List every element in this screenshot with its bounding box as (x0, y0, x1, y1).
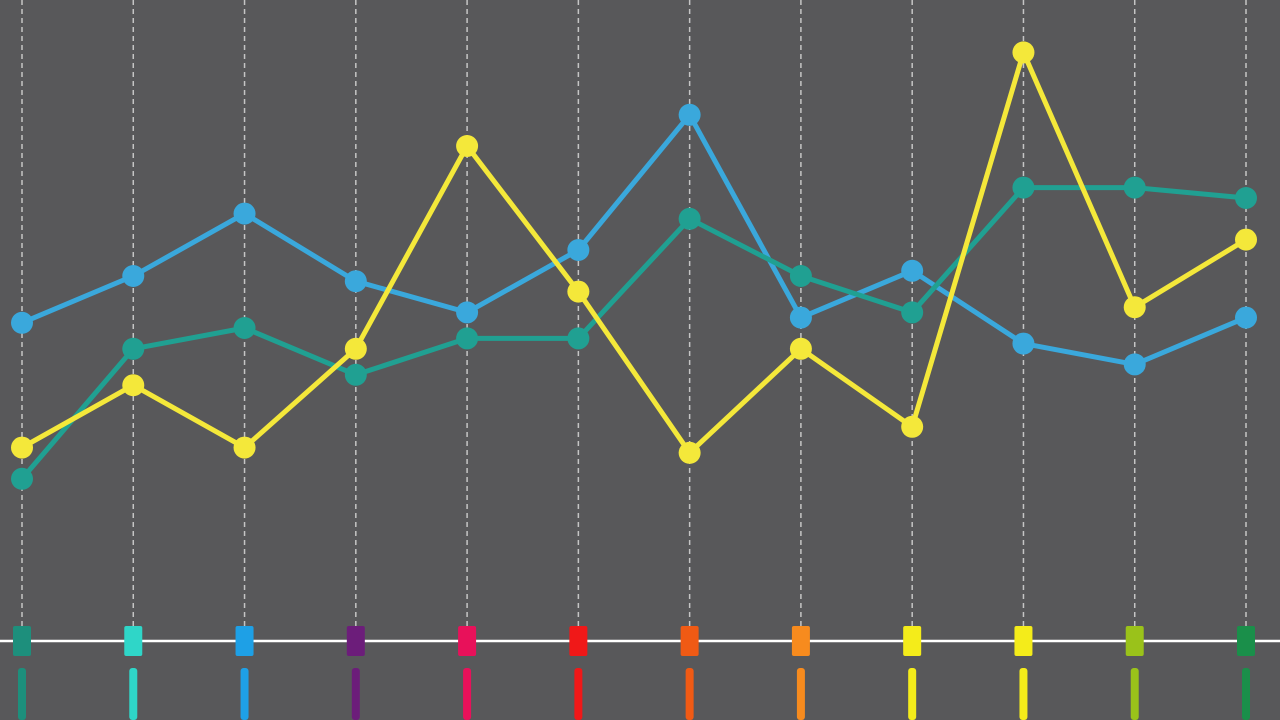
series-3-point-7 (678, 441, 701, 464)
category-tick-3 (240, 668, 249, 720)
category-tick-9 (908, 668, 917, 720)
category-marker-10 (1014, 626, 1033, 656)
series-1-point-11 (1123, 353, 1146, 376)
series-2-point-3 (233, 317, 256, 339)
category-markers (13, 626, 1255, 720)
category-marker-11 (1125, 626, 1144, 656)
category-marker-1 (13, 626, 31, 656)
series-1-point-6 (567, 239, 590, 261)
category-marker-9 (903, 626, 922, 656)
series-3-point-3 (233, 436, 256, 459)
category-tick-8 (796, 668, 805, 720)
category-tick-4 (351, 668, 360, 720)
category-tick-6 (574, 668, 583, 720)
series-2-point-1 (11, 467, 33, 490)
category-tick-1 (18, 668, 26, 720)
series-1-point-10 (1012, 332, 1035, 355)
series-3-point-12 (1235, 228, 1257, 251)
series-1-point-2 (122, 265, 145, 287)
series-3-point-4 (344, 337, 367, 360)
category-marker-12 (1237, 626, 1255, 656)
category-tick-10 (1019, 668, 1028, 720)
category-marker-5 (458, 626, 477, 656)
series-1-point-9 (901, 259, 924, 282)
category-marker-6 (569, 626, 588, 656)
gridlines (21, 0, 1247, 627)
category-marker-3 (235, 626, 254, 656)
series-2 (11, 176, 1257, 490)
series-2-point-10 (1012, 176, 1035, 199)
series-2-point-9 (901, 301, 924, 324)
series-3-point-8 (789, 337, 812, 360)
series-3-point-11 (1123, 296, 1146, 319)
category-tick-12 (1242, 668, 1250, 720)
series-1-point-12 (1235, 306, 1257, 329)
series-3-point-2 (122, 374, 145, 397)
series-2-point-5 (456, 327, 479, 350)
series-2-point-7 (678, 207, 701, 230)
series-2-point-11 (1123, 176, 1146, 199)
series-1-point-1 (11, 311, 33, 334)
category-marker-7 (680, 626, 699, 656)
series-2-point-8 (789, 265, 812, 287)
series-3-point-9 (901, 415, 924, 438)
category-marker-2 (124, 626, 143, 656)
series-2-point-12 (1235, 187, 1257, 209)
category-tick-5 (463, 668, 472, 720)
series-3-line (19, 49, 1249, 456)
series-1-line (19, 112, 1249, 367)
series-2-point-4 (344, 363, 367, 386)
category-tick-2 (129, 668, 138, 720)
series-3-point-5 (456, 135, 479, 157)
series-layer (11, 41, 1257, 490)
series-1-point-4 (344, 270, 367, 293)
series-1 (11, 103, 1257, 376)
series-3-point-10 (1012, 41, 1035, 64)
series-1-point-5 (456, 301, 479, 324)
series-3-point-6 (567, 280, 590, 303)
category-tick-7 (685, 668, 694, 720)
series-1-point-8 (789, 306, 812, 329)
series-2-point-2 (122, 337, 145, 360)
series-1-point-3 (233, 202, 256, 225)
category-tick-11 (1130, 668, 1139, 720)
series-1-point-7 (678, 103, 701, 126)
series-2-point-6 (567, 327, 590, 350)
category-marker-8 (791, 626, 810, 656)
category-marker-4 (346, 626, 365, 656)
series-3 (11, 41, 1257, 464)
series-3-point-1 (11, 436, 33, 459)
series-2-line (19, 185, 1249, 482)
